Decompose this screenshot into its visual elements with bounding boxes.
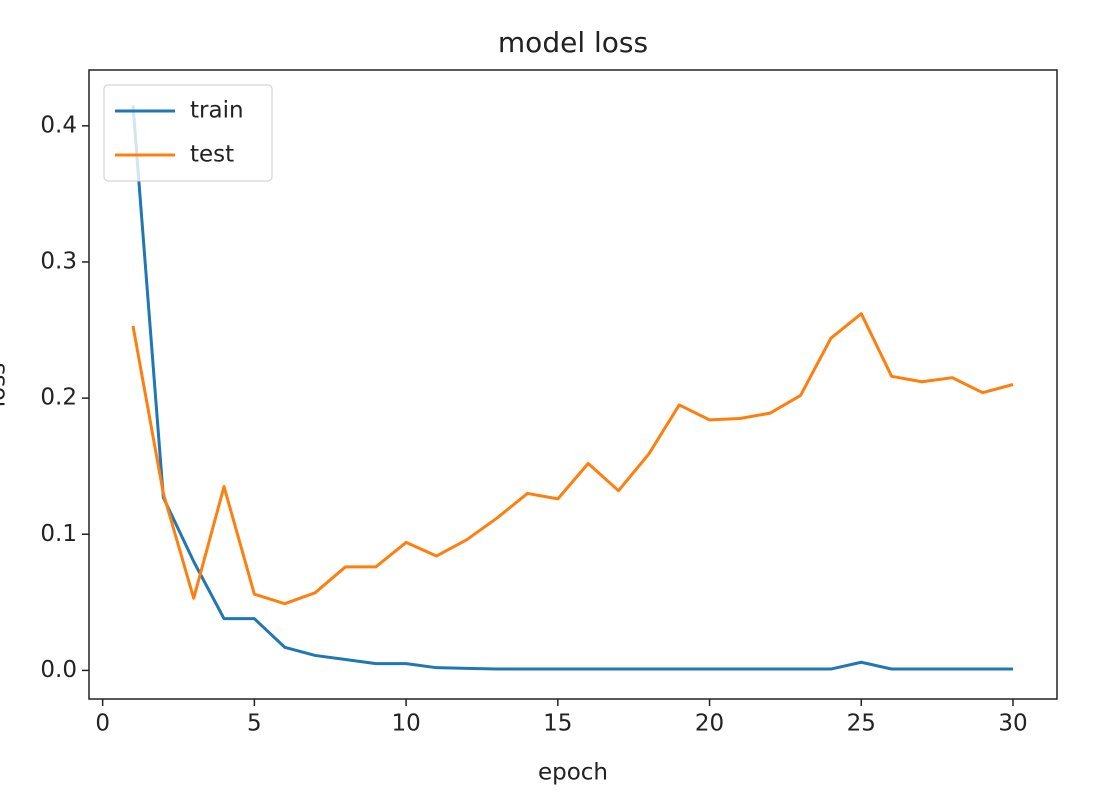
series-line — [131, 105, 1013, 671]
legend-label: test — [190, 142, 234, 168]
legend-label: train — [190, 98, 244, 124]
x-tick-label: 30 — [998, 711, 1027, 737]
series-line — [131, 312, 1014, 606]
y-tick-label: 0.1 — [40, 521, 77, 547]
y-tick-label: 0.0 — [40, 657, 77, 683]
x-tick-label: 0 — [95, 711, 110, 737]
chart-title: model loss — [498, 26, 648, 59]
x-tick-label: 10 — [391, 711, 420, 737]
x-tick-label: 20 — [695, 711, 724, 737]
y-tick-label: 0.3 — [40, 248, 77, 274]
x-tick-label: 15 — [543, 711, 572, 737]
y-tick-label: 0.4 — [40, 112, 77, 138]
x-axis-label: epoch — [538, 760, 608, 786]
legend-box — [103, 84, 273, 182]
x-tick-label: 25 — [847, 711, 876, 737]
x-tick-label: 5 — [247, 711, 262, 737]
y-axis-label: loss — [0, 363, 11, 407]
y-tick-label: 0.2 — [40, 385, 77, 411]
plot-frame — [88, 69, 1058, 700]
